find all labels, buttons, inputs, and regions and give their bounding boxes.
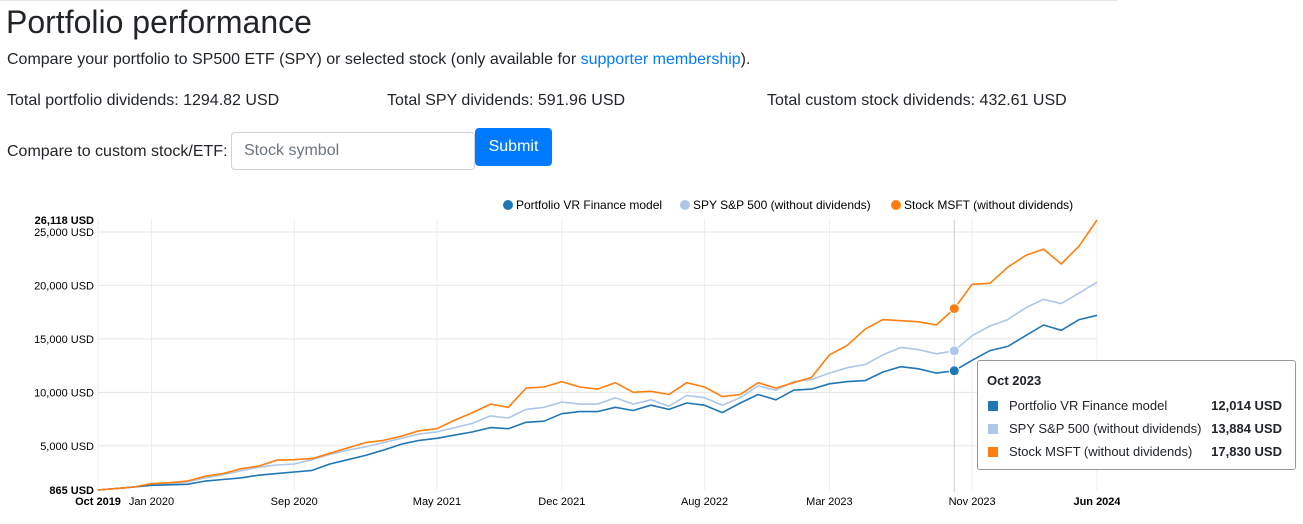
x-tick-label: Jan 2020	[129, 496, 174, 508]
legend-label: SPY S&P 500 (without dividends)	[693, 198, 871, 212]
legend-swatch	[503, 200, 513, 210]
tooltip-row: SPY S&P 500 (without dividends) 13,884 U…	[987, 420, 1287, 438]
tooltip-swatch	[987, 423, 999, 435]
compare-label: Compare to custom stock/ETF:	[7, 143, 228, 160]
intro-text-end: ).	[740, 51, 751, 68]
total-custom-stock-dividends: Total custom stock dividends: 432.61 USD	[767, 92, 1067, 109]
y-tick-label: 25,000 USD	[34, 227, 94, 239]
y-tick-label: 26,118 USD	[35, 215, 94, 227]
tooltip-series-value: 12,014 USD	[1211, 398, 1282, 413]
intro-text-start: Compare your portfolio to SP500 ETF (SPY…	[7, 51, 581, 68]
submit-button[interactable]: Submit	[475, 128, 552, 166]
hover-point-marker	[948, 345, 960, 357]
tooltip-series-name: SPY S&P 500 (without dividends)	[1009, 421, 1202, 436]
x-tick-label: Sep 2020	[271, 496, 318, 508]
total-spy-dividends: Total SPY dividends: 591.96 USD	[387, 92, 626, 109]
series-line	[97, 219, 1098, 491]
y-tick-label: 5,000 USD	[40, 441, 94, 453]
tooltip-row: Stock MSFT (without dividends) 17,830 US…	[987, 443, 1287, 461]
x-tick-label: Oct 2019	[75, 496, 121, 508]
tooltip-swatch	[987, 446, 999, 458]
tooltip-row: Portfolio VR Finance model 12,014 USD	[987, 397, 1287, 415]
top-divider	[0, 0, 1117, 1]
hover-point-marker	[948, 303, 960, 315]
chart-lines	[97, 219, 1098, 491]
x-tick-label: May 2021	[413, 496, 461, 508]
y-tick-label: 15,000 USD	[34, 334, 94, 346]
chart-tooltip: Oct 2023 Portfolio VR Finance model 12,0…	[977, 360, 1296, 470]
page-title: Portfolio performance	[6, 4, 312, 40]
y-tick-label: 10,000 USD	[34, 387, 94, 399]
chart-legend: Portfolio VR Finance model SPY S&P 500 (w…	[503, 198, 1073, 212]
tooltip-series-name: Portfolio VR Finance model	[1009, 398, 1168, 413]
chart-grid	[97, 220, 1098, 492]
x-tick-label: Aug 2022	[681, 496, 728, 508]
series-line	[97, 281, 1098, 491]
tooltip-series-value: 13,884 USD	[1211, 421, 1282, 436]
intro-text: Compare your portfolio to SP500 ETF (SPY…	[7, 50, 750, 70]
x-tick-label: Nov 2023	[949, 496, 996, 508]
legend-label: Portfolio VR Finance model	[516, 198, 662, 212]
tooltip-swatch	[987, 400, 999, 412]
x-tick-label: Dec 2021	[538, 496, 585, 508]
tooltip-series-value: 17,830 USD	[1211, 444, 1282, 459]
total-portfolio-dividends: Total portfolio dividends: 1294.82 USD	[7, 92, 280, 109]
x-tick-label: Jun 2024	[1073, 496, 1120, 508]
hover-point-marker	[948, 365, 960, 377]
performance-chart: 865 USD 5,000 USD 10,000 USD 15,000 USD 20,0…	[34, 198, 1120, 508]
legend-swatch	[680, 200, 690, 210]
series-line	[97, 314, 1098, 491]
x-tick-label: Mar 2023	[806, 496, 852, 508]
tooltip-series-name: Stock MSFT (without dividends)	[1009, 444, 1193, 459]
y-tick-label: 20,000 USD	[34, 280, 94, 292]
y-axis: 865 USD 5,000 USD 10,000 USD 15,000 USD 20,0…	[34, 215, 94, 497]
tooltip-title: Oct 2023	[987, 373, 1042, 388]
stock-symbol-input[interactable]	[231, 132, 475, 170]
legend-swatch	[891, 200, 901, 210]
y-tick-label: 865 USD	[49, 485, 94, 497]
x-axis: Oct 2019 Jan 2020 Sep 2020 May 2021 Dec 2021…	[75, 496, 1120, 508]
supporter-membership-link[interactable]: supporter membership	[580, 51, 741, 68]
legend-label: Stock MSFT (without dividends)	[904, 198, 1073, 212]
chart-markers	[948, 303, 960, 377]
